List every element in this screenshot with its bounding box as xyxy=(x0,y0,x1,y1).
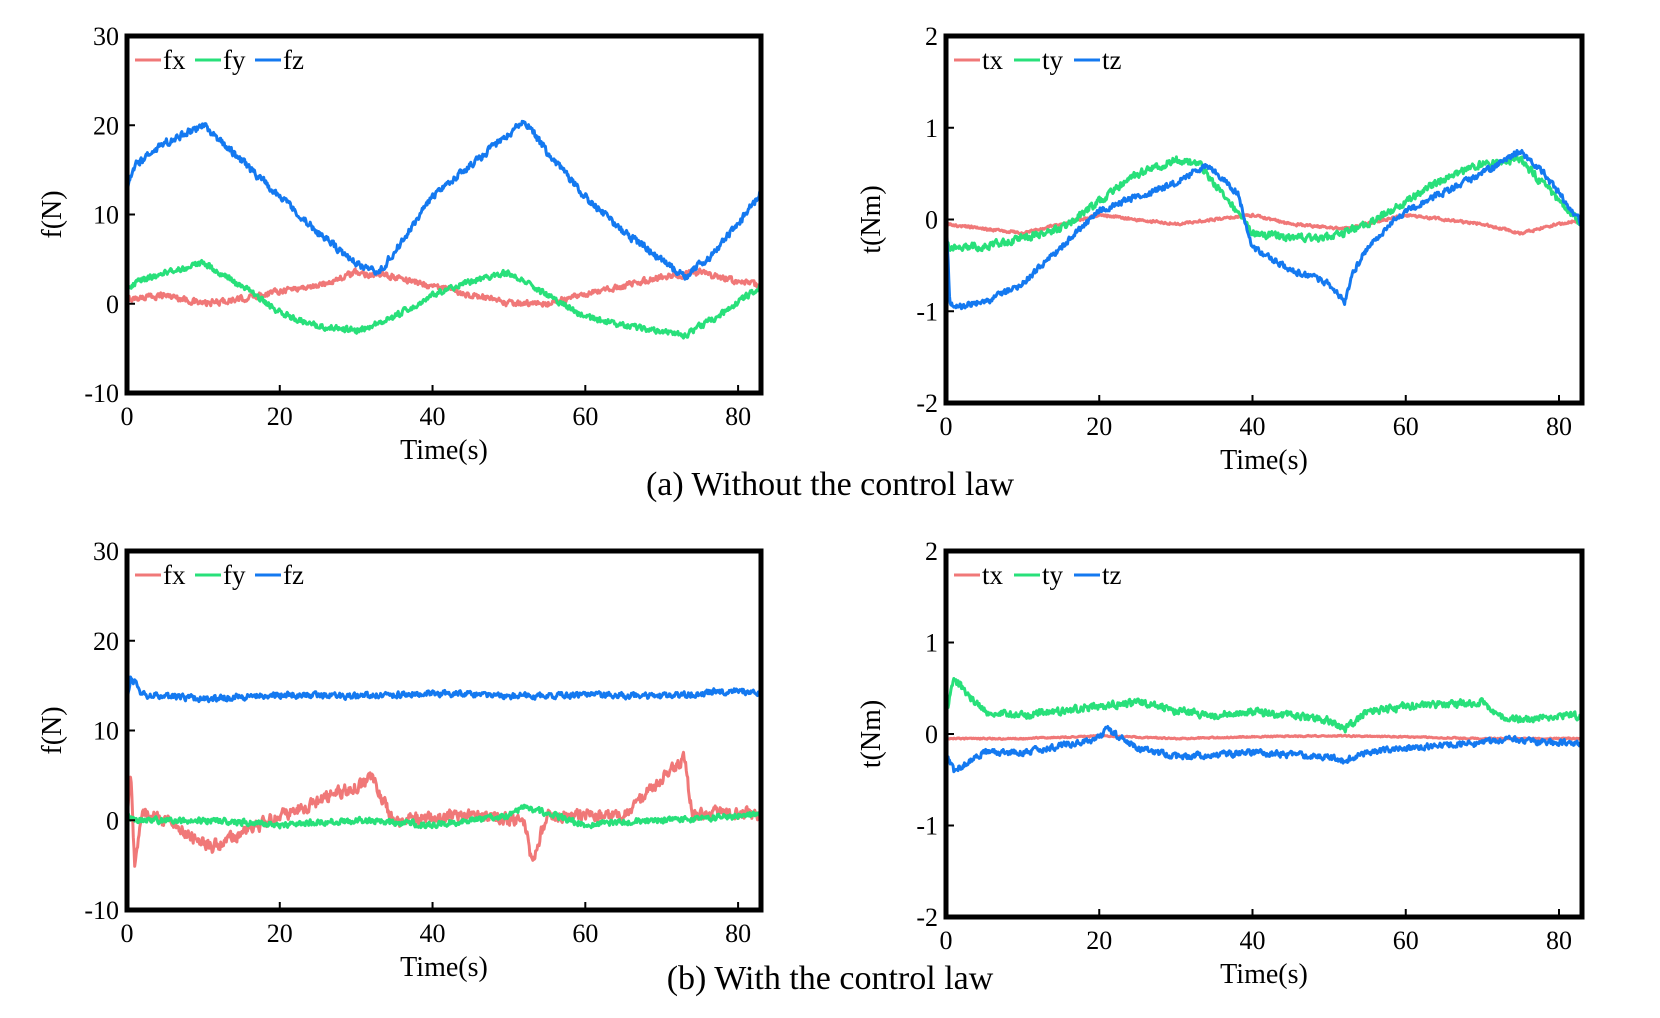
y-tick-label: 30 xyxy=(93,537,119,566)
legend: tx ty tz xyxy=(954,560,1122,590)
series-line-fz xyxy=(127,675,761,704)
y-tick-label: 10 xyxy=(93,201,119,230)
x-tick-label: 40 xyxy=(1240,412,1266,441)
x-tick-label: 60 xyxy=(572,402,598,431)
x-tick-label: 20 xyxy=(267,402,293,431)
legend: tx ty tz xyxy=(954,45,1122,75)
x-tick-label: 20 xyxy=(267,919,293,948)
y-tick-label: 20 xyxy=(93,627,119,656)
y-tick-label: 2 xyxy=(925,22,938,51)
legend-label-fx: fx xyxy=(163,560,186,590)
x-tick-label: 80 xyxy=(1546,412,1572,441)
x-tick-label: 60 xyxy=(1393,926,1419,955)
y-tick-label: 0 xyxy=(925,720,938,749)
y-tick-label: 0 xyxy=(106,290,119,319)
y-tick-label: -2 xyxy=(916,389,938,418)
y-tick-label: -10 xyxy=(84,896,119,925)
legend-label-tz: tz xyxy=(1102,560,1122,590)
y-tick-label: 20 xyxy=(93,111,119,140)
y-tick-label: 0 xyxy=(106,806,119,835)
y-tick-label: -1 xyxy=(916,812,938,841)
x-tick-label: 60 xyxy=(1393,412,1419,441)
y-tick-label: -1 xyxy=(916,297,938,326)
series-line-tz xyxy=(946,149,1582,311)
x-axis-label: Time(s) xyxy=(1220,959,1308,990)
x-tick-label: 0 xyxy=(940,412,953,441)
legend-label-tx: tx xyxy=(982,45,1004,75)
caption-a: (a) Without the control law xyxy=(645,466,1015,503)
y-tick-label: 1 xyxy=(925,629,938,658)
series-line-tz xyxy=(946,725,1582,774)
y-tick-label: -10 xyxy=(84,379,119,408)
x-tick-label: 40 xyxy=(1240,926,1266,955)
x-axis-label: Time(s) xyxy=(1220,445,1308,476)
caption-b: (b) With the control law xyxy=(666,960,994,997)
x-tick-label: 0 xyxy=(121,919,134,948)
legend-label-tz: tz xyxy=(1102,45,1122,75)
plot-frame xyxy=(124,548,764,913)
x-tick-label: 20 xyxy=(1086,412,1112,441)
y-axis-label: t(Nm) xyxy=(856,185,887,253)
x-axis-label: Time(s) xyxy=(400,435,488,466)
x-tick-label: 80 xyxy=(725,402,751,431)
x-axis-label: Time(s) xyxy=(400,952,488,983)
y-tick-label: 1 xyxy=(925,114,938,143)
y-axis-label: t(Nm) xyxy=(856,700,887,768)
plot-frame xyxy=(943,548,1585,920)
series-line-fz xyxy=(127,119,761,281)
x-tick-label: 20 xyxy=(1086,926,1112,955)
y-tick-label: 10 xyxy=(93,717,119,746)
series-line-ty xyxy=(946,154,1582,253)
legend-label-fy: fy xyxy=(223,560,246,590)
series-line-fy xyxy=(127,259,761,340)
x-tick-label: 0 xyxy=(940,926,953,955)
legend-label-fz: fz xyxy=(283,45,304,75)
series-line-fy xyxy=(127,803,761,830)
legend-label-fx: fx xyxy=(163,45,186,75)
x-tick-label: 80 xyxy=(725,919,751,948)
y-tick-label: 2 xyxy=(925,537,938,566)
y-tick-label: 30 xyxy=(93,22,119,51)
y-axis-label: f(N) xyxy=(37,190,68,238)
series-line-tx xyxy=(946,212,1582,236)
y-axis-label: f(N) xyxy=(37,706,68,754)
x-tick-label: 0 xyxy=(121,402,134,431)
x-tick-label: 40 xyxy=(420,402,446,431)
plot-frame xyxy=(124,33,764,396)
series-line-fx xyxy=(127,750,761,868)
y-tick-label: -2 xyxy=(916,903,938,932)
x-tick-label: 80 xyxy=(1546,926,1572,955)
legend-label-ty: ty xyxy=(1042,560,1064,590)
x-tick-label: 60 xyxy=(572,919,598,948)
legend: fx fy fz xyxy=(135,560,304,590)
legend-label-ty: ty xyxy=(1042,45,1064,75)
legend-label-tx: tx xyxy=(982,560,1004,590)
legend-label-fy: fy xyxy=(223,45,246,75)
series-line-tx xyxy=(946,733,1582,741)
x-tick-label: 40 xyxy=(420,919,446,948)
legend-label-fz: fz xyxy=(283,560,304,590)
series-line-ty xyxy=(946,677,1582,734)
y-tick-label: 0 xyxy=(925,206,938,235)
legend: fx fy fz xyxy=(135,45,304,75)
